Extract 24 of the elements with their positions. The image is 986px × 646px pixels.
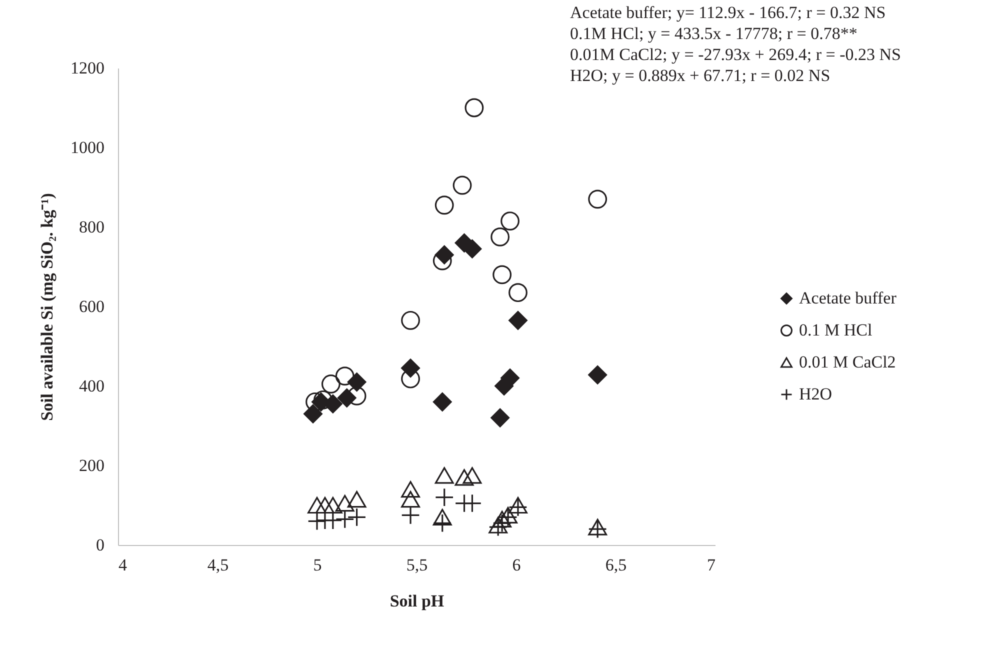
x-tick-label: 6,5 bbox=[605, 556, 627, 574]
x-tick-label: 5 bbox=[313, 556, 322, 574]
x-tick-label: 4,5 bbox=[207, 556, 229, 574]
text: Acetate buffer; y= 112.9x - 166.7; r = 0.32 NS bbox=[570, 2, 887, 23]
text: 0.01M CaCl2; y = -27.93x + 269.4; r = -0.23 NS bbox=[570, 44, 901, 65]
y-tick-label: 800 bbox=[79, 218, 104, 236]
y-tick-label: 200 bbox=[79, 456, 104, 475]
legend-label: 0.1 M HCl bbox=[799, 320, 872, 340]
x-axis-title: Soil pH bbox=[390, 592, 444, 610]
y-tick-label: 400 bbox=[79, 376, 104, 396]
y-axis-title: Soil available Si (mg SiO₂. kg⁻¹) bbox=[38, 193, 56, 421]
y-tick-label: 1000 bbox=[70, 138, 104, 157]
x-tick-label: 7 bbox=[707, 556, 716, 574]
annotation: H2O; y = 0.889x + 67.71; r = 0.02 NS bbox=[570, 65, 832, 86]
y-tick-label: 1200 bbox=[70, 58, 104, 78]
text: 0.1M HCl; y = 433.5x - 17778; r = 0.78** bbox=[570, 23, 858, 44]
x-tick-label: 6 bbox=[512, 556, 521, 574]
y-tick-label: 600 bbox=[79, 297, 104, 316]
x-tick-label: 5,5 bbox=[406, 556, 428, 574]
x-tick-label: 4 bbox=[118, 556, 128, 574]
y-tick-label: 0 bbox=[96, 536, 104, 554]
legend-label: H2O bbox=[799, 384, 832, 404]
legend-label: 0.01 M CaCl2 bbox=[799, 352, 896, 372]
legend-label: Acetate buffer bbox=[799, 288, 897, 308]
